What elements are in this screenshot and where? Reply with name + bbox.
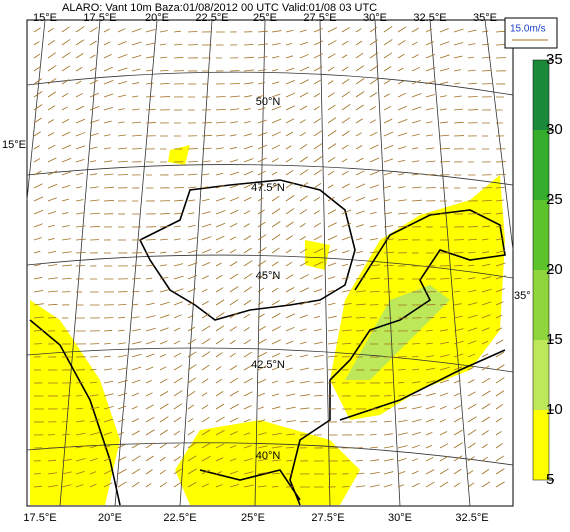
wind-arrow [496, 44, 505, 45]
wind-arrow [356, 460, 363, 461]
left-label: 15°E [2, 139, 26, 151]
wind-arrow [454, 252, 464, 253]
wind-arrow [188, 31, 197, 32]
wind-arrow [146, 239, 156, 240]
bottom-lon-label: 17.5°E [23, 512, 56, 524]
wind-arrow [370, 434, 377, 435]
wind-arrow [244, 44, 253, 45]
top-lon-label: 20°E [145, 12, 169, 24]
wind-arrow [412, 213, 422, 214]
bottom-lon-label: 25°E [241, 512, 265, 524]
lat-label: 40°N [256, 450, 281, 462]
colorbar-segment [533, 340, 549, 410]
bottom-lon-label: 30°E [388, 512, 412, 524]
colorbar-tick-label: 20 [546, 261, 563, 278]
lat-label: 42.5°N [251, 359, 285, 371]
right-label: 35° [514, 290, 531, 302]
colorbar-tick-label: 30 [546, 121, 563, 138]
top-lon-label: 32.5°E [413, 12, 446, 24]
wind-arrow [76, 395, 82, 396]
top-lon-label: 27.5°E [303, 12, 336, 24]
bottom-lon-label: 27.5°E [311, 512, 344, 524]
colorbar: 5 10 15 20 25 30 35 [533, 51, 563, 488]
wind-arrow [118, 174, 128, 175]
bottom-lon-label: 22.5°E [163, 512, 196, 524]
top-lon-label: 35°E [473, 12, 497, 24]
colorbar-segment [533, 60, 549, 130]
colorbar-tick-label: 35 [546, 51, 563, 68]
wind-arrow [398, 382, 404, 383]
lat-label: 50°N [256, 96, 281, 108]
lat-label: 47.5°N [251, 182, 285, 194]
wind-arrow [426, 187, 436, 188]
colorbar-segment [533, 200, 549, 270]
top-lon-label: 22.5°E [195, 12, 228, 24]
wind-arrow [468, 226, 478, 227]
lat-label: 45°N [256, 270, 281, 282]
colorbar-segment [533, 270, 549, 340]
wind-arrow [412, 343, 420, 344]
wind-arrow [398, 239, 408, 240]
colorbar-tick-label: 25 [546, 191, 563, 208]
wind-arrow [104, 200, 114, 201]
top-lon-label: 17.5°E [83, 12, 116, 24]
wind-arrow [104, 330, 112, 331]
wind-arrow [342, 486, 349, 487]
colorbar-tick-label: 10 [546, 401, 563, 418]
colorbar-tick-label: 5 [546, 471, 554, 488]
bottom-lon-label: 32.5°E [455, 512, 488, 524]
top-lon-label: 15°E [33, 12, 57, 24]
bottom-lon-label: 20°E [98, 512, 122, 524]
top-lon-label: 30°E [363, 12, 387, 24]
colorbar-segment [533, 130, 549, 200]
wind-legend-label: 15.0m/s [510, 24, 546, 35]
wind-arrow [160, 213, 170, 214]
wind-arrow [90, 369, 96, 370]
colorbar-segment [533, 410, 549, 480]
wind-arrow [384, 408, 390, 409]
top-lon-label: 25°E [253, 12, 277, 24]
colorbar-tick-label: 15 [546, 331, 563, 348]
